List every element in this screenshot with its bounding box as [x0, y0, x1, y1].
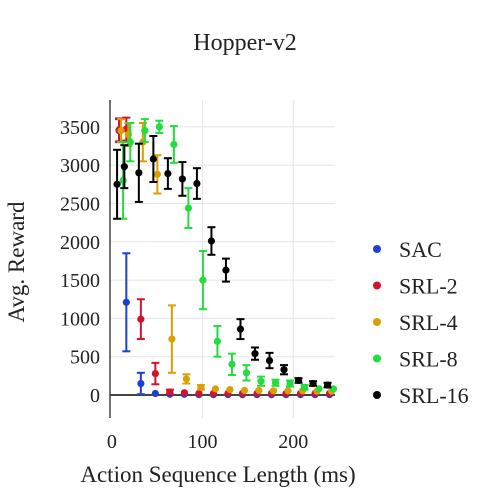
data-point — [294, 376, 303, 385]
data-point — [155, 123, 163, 131]
y-tick-label: 0 — [90, 385, 100, 407]
legend-marker — [373, 281, 381, 290]
series-srl-4 — [117, 118, 336, 395]
x-axis-label: Action Sequence Length (ms) — [80, 462, 355, 487]
data-point — [265, 356, 274, 365]
legend-item-srl-2[interactable]: SRL-2 — [373, 274, 458, 299]
data-point — [255, 386, 263, 395]
series-srl-2 — [115, 116, 334, 398]
x-tick-label: 0 — [107, 431, 117, 453]
y-axis-label: Avg. Reward — [4, 201, 29, 322]
data-point — [197, 383, 205, 391]
legend-item-srl-8[interactable]: SRL-8 — [373, 347, 458, 372]
legend-marker — [373, 318, 381, 326]
data-point — [137, 315, 145, 323]
legend-item-srl-4[interactable]: SRL-4 — [373, 310, 458, 335]
data-point — [117, 127, 125, 135]
plot-area — [113, 116, 338, 399]
data-point — [269, 387, 278, 395]
y-tick-label: 1500 — [60, 270, 100, 292]
legend-marker — [373, 391, 381, 399]
y-tick-label: 3500 — [60, 117, 100, 139]
data-point — [257, 377, 265, 385]
data-point — [300, 383, 309, 391]
y-tick-label: 3000 — [60, 155, 100, 177]
x-tick-label: 100 — [188, 431, 218, 453]
series-srl-8 — [119, 118, 338, 393]
data-point — [120, 163, 128, 171]
data-point — [309, 379, 317, 388]
data-point — [323, 381, 332, 389]
data-point — [151, 369, 159, 378]
x-tick-label: 200 — [278, 431, 308, 453]
y-tick-label: 1000 — [60, 308, 100, 330]
legend-item-sac[interactable]: SAC — [373, 237, 442, 262]
y-tick-label: 500 — [70, 347, 100, 369]
legend-marker — [373, 245, 381, 253]
data-point — [242, 369, 251, 377]
data-point — [141, 127, 149, 135]
data-point — [170, 140, 178, 149]
y-tick-label: 2000 — [60, 232, 100, 254]
legend-label: SRL-2 — [399, 274, 458, 299]
data-point — [226, 386, 234, 394]
data-point — [228, 360, 236, 368]
data-point — [329, 385, 338, 393]
data-point — [166, 388, 174, 396]
data-point — [126, 138, 134, 146]
series-srl-16 — [113, 135, 332, 389]
data-point — [180, 389, 188, 397]
data-point — [195, 389, 203, 398]
data-point — [164, 169, 172, 178]
data-point — [199, 276, 207, 284]
data-point — [207, 237, 216, 245]
data-point — [153, 170, 161, 178]
data-point — [284, 387, 292, 395]
data-point — [193, 179, 201, 188]
legend-marker — [373, 354, 381, 363]
data-point — [178, 175, 186, 183]
y-tick-label: 2500 — [60, 193, 100, 215]
data-point — [251, 350, 259, 358]
data-point — [119, 176, 127, 185]
data-point — [182, 375, 190, 383]
data-point — [149, 155, 157, 163]
data-point — [271, 379, 280, 387]
data-point — [211, 385, 220, 393]
chart-title: Hopper-v2 — [193, 30, 297, 56]
data-point — [315, 385, 323, 393]
data-point — [236, 325, 245, 333]
data-point — [168, 335, 176, 343]
legend-label: SAC — [399, 237, 442, 262]
data-point — [137, 379, 145, 388]
legend[interactable]: SAC SRL-2 SRL-4 SRL-8 SRL-16 — [373, 237, 469, 408]
data-point — [184, 204, 192, 212]
data-point — [151, 389, 159, 398]
gridlines — [110, 100, 335, 418]
data-point — [222, 266, 230, 274]
data-point — [286, 379, 294, 388]
legend-label: SRL-8 — [399, 347, 458, 372]
data-point — [280, 366, 288, 374]
data-point — [213, 337, 222, 345]
legend-item-srl-16[interactable]: SRL-16 — [373, 383, 469, 408]
data-point — [135, 169, 143, 177]
data-point — [122, 298, 130, 306]
legend-label: SRL-16 — [399, 383, 469, 408]
data-point — [113, 180, 121, 188]
data-point — [240, 386, 249, 395]
legend-label: SRL-4 — [399, 310, 458, 335]
